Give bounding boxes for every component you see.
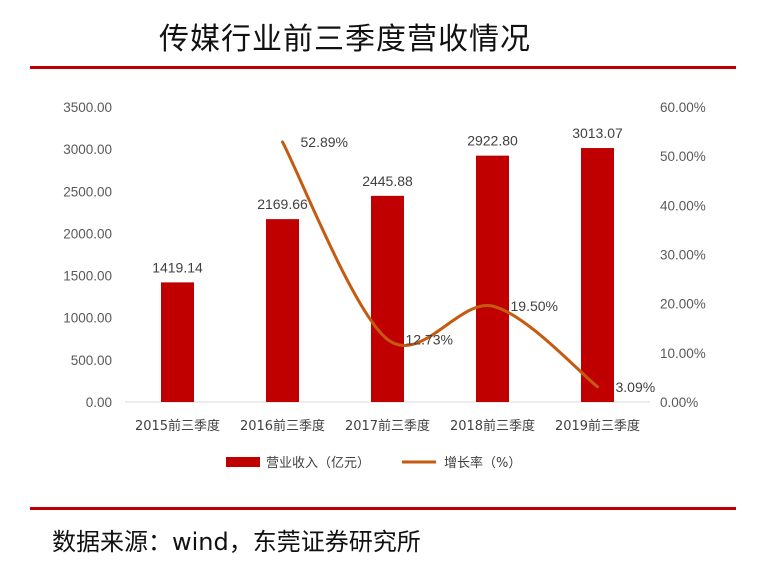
y-right-tick-label: 0.00%: [660, 395, 698, 410]
y-left-axis: 0.00 500.00 1000.00 1500.00 2000.00 2500.00 30…: [63, 100, 112, 410]
legend: 营业收入（亿元） 增长率（%）: [226, 455, 521, 471]
x-category-label: 2016前三季度: [240, 418, 325, 434]
bar-data-labels: 1419.14 2169.66 2445.88 2922.80 3013.07: [152, 125, 623, 275]
y-left-tick-label: 500.00: [71, 353, 112, 368]
growth-line: [281, 140, 599, 389]
legend-bar-label: 营业收入（亿元）: [266, 456, 370, 471]
revenue-bar: [266, 219, 299, 402]
data-source-note: 数据来源：wind，东莞证券研究所: [52, 528, 421, 556]
y-right-tick-label: 50.00%: [660, 149, 706, 164]
y-right-tick-label: 40.00%: [660, 198, 706, 213]
x-category-label: 2019前三季度: [555, 418, 640, 434]
revenue-bar-label: 1419.14: [152, 259, 203, 275]
growth-rate-label: 19.50%: [511, 298, 558, 314]
x-category-label: 2018前三季度: [450, 418, 535, 434]
revenue-bar-label: 2169.66: [257, 196, 308, 212]
y-left-tick-label: 3500.00: [63, 100, 112, 115]
x-axis-categories: 2015前三季度 2016前三季度 2017前三季度 2018前三季度 2019前三季度: [135, 418, 640, 434]
legend-line-label: 增长率（%）: [444, 455, 521, 471]
x-category-label: 2017前三季度: [345, 418, 430, 434]
x-category-label: 2015前三季度: [135, 418, 220, 434]
revenue-bar-label: 2922.80: [467, 133, 518, 149]
y-left-tick-label: 1500.00: [63, 269, 112, 284]
y-left-tick-label: 2500.00: [63, 184, 112, 199]
y-right-tick-label: 30.00%: [660, 248, 706, 263]
y-right-tick-label: 20.00%: [660, 297, 706, 312]
revenue-bar: [476, 155, 509, 402]
y-right-axis: 0.00% 10.00% 20.00% 30.00% 40.00% 50.00% 60.00…: [660, 100, 706, 410]
y-right-tick-label: 60.00%: [660, 100, 706, 115]
revenue-bar: [371, 195, 404, 402]
line-data-labels: 52.89% 12.73% 19.50% 3.09%: [301, 134, 656, 395]
y-right-tick-label: 10.00%: [660, 346, 706, 361]
revenue-bar-label: 2445.88: [362, 173, 413, 189]
revenue-bar-label: 3013.07: [572, 125, 623, 141]
growth-rate-label: 3.09%: [616, 379, 656, 395]
y-left-tick-label: 2000.00: [63, 226, 112, 241]
y-left-tick-label: 0.00: [86, 395, 112, 410]
y-left-tick-label: 1000.00: [63, 311, 112, 326]
revenue-bar: [581, 148, 614, 402]
revenue-bar: [161, 282, 194, 402]
chart-title: 传媒行业前三季度营收情况: [159, 22, 531, 57]
legend-bar-swatch: [226, 457, 260, 467]
growth-rate-label: 52.89%: [301, 134, 348, 150]
growth-rate-label: 12.73%: [406, 331, 453, 347]
top-divider: [30, 66, 736, 69]
y-left-tick-label: 3000.00: [63, 142, 112, 157]
bottom-divider: [30, 507, 736, 510]
bar-series: [161, 148, 614, 402]
